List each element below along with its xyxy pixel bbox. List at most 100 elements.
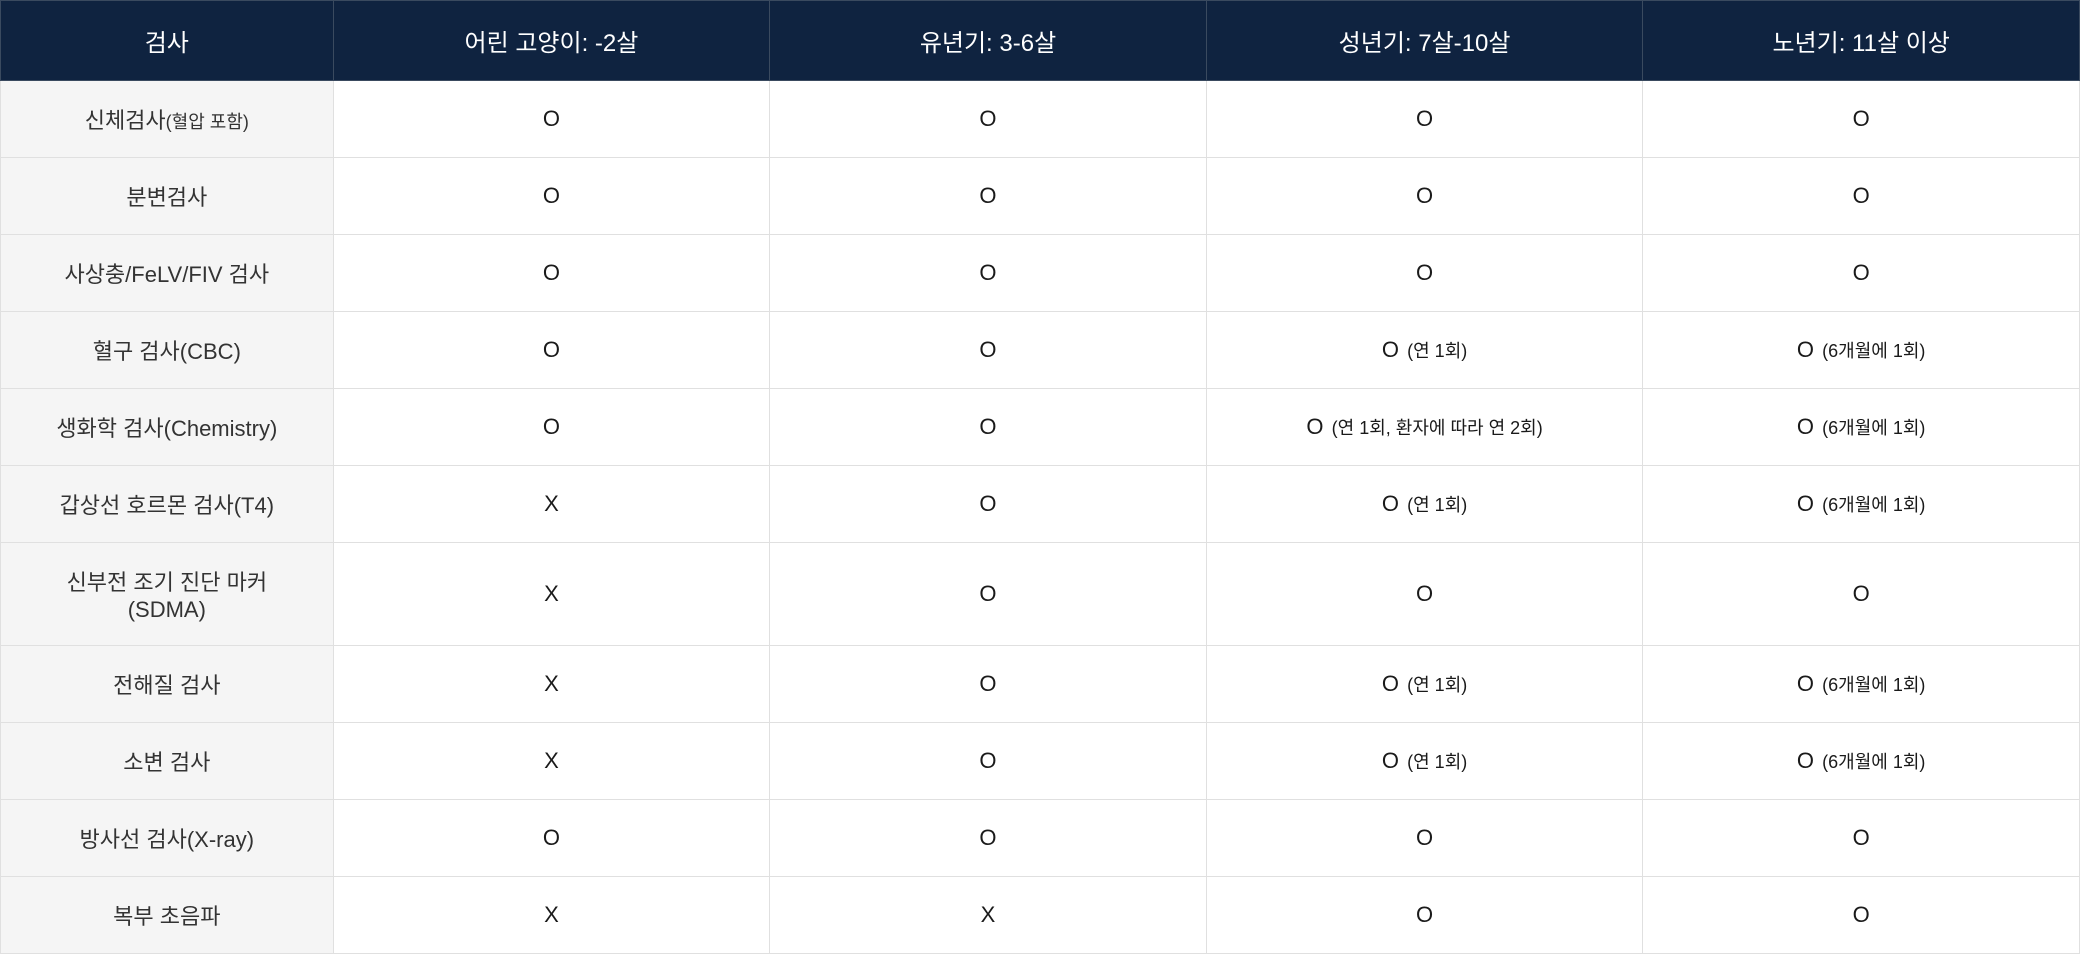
table-row: 사상충/FeLV/FIV 검사 O O O O bbox=[1, 235, 2080, 312]
table-cell: O bbox=[770, 389, 1207, 466]
table-cell: O bbox=[770, 543, 1207, 646]
cell-main: O bbox=[1853, 825, 1870, 850]
table-cell: O bbox=[770, 158, 1207, 235]
table-cell: O bbox=[333, 800, 770, 877]
table-cell: O bbox=[333, 312, 770, 389]
row-label: 생화학 검사(Chemistry) bbox=[1, 389, 334, 466]
cell-main: O bbox=[1382, 491, 1399, 516]
table-row: 생화학 검사(Chemistry)OOO (연 1회, 환자에 따라 연 2회)… bbox=[1, 389, 2080, 466]
cell-main: O bbox=[1306, 414, 1323, 439]
cell-main: O bbox=[543, 183, 560, 208]
row-label-main: 신부전 조기 진단 마커 bbox=[11, 565, 323, 597]
table-cell: O bbox=[1206, 235, 1643, 312]
row-label: 전해질 검사 bbox=[1, 646, 334, 723]
cell-main: O bbox=[1797, 337, 1814, 362]
table-cell: O bbox=[770, 312, 1207, 389]
cell-main: O bbox=[979, 825, 996, 850]
table-row: 신부전 조기 진단 마커(SDMA)XOOO bbox=[1, 543, 2080, 646]
table-row: 소변 검사XOO (연 1회)O (6개월에 1회) bbox=[1, 723, 2080, 800]
cell-sub: (6개월에 1회) bbox=[1822, 675, 1925, 695]
table-cell: O bbox=[770, 646, 1207, 723]
cell-main: O bbox=[1853, 106, 1870, 131]
cell-main: O bbox=[979, 748, 996, 773]
cell-main: O bbox=[1416, 183, 1433, 208]
col-header-junior: 유년기: 3-6살 bbox=[770, 1, 1207, 81]
row-label: 복부 초음파 bbox=[1, 877, 334, 954]
table-cell: O bbox=[770, 723, 1207, 800]
row-label: 신부전 조기 진단 마커(SDMA) bbox=[1, 543, 334, 646]
row-label: 분변검사 bbox=[1, 158, 334, 235]
row-label: 소변 검사 bbox=[1, 723, 334, 800]
table-cell: O bbox=[1206, 158, 1643, 235]
table-cell: O (6개월에 1회) bbox=[1643, 466, 2080, 543]
cell-main: O bbox=[543, 260, 560, 285]
cell-main: O bbox=[543, 337, 560, 362]
table-body: 신체검사(혈압 포함)OOOO분변검사OOOO사상충/FeLV/FIV 검사OO… bbox=[1, 81, 2080, 954]
cell-main: X bbox=[981, 902, 996, 927]
row-label-main: 혈구 검사(CBC) bbox=[93, 339, 241, 364]
table-cell: O bbox=[1643, 543, 2080, 646]
cell-main: O bbox=[1797, 491, 1814, 516]
row-label: 신체검사(혈압 포함) bbox=[1, 81, 334, 158]
cell-main: O bbox=[1382, 337, 1399, 362]
table-cell: X bbox=[333, 877, 770, 954]
row-label: 사상충/FeLV/FIV 검사 bbox=[1, 235, 334, 312]
cell-sub: (연 1회) bbox=[1407, 752, 1467, 772]
table-row: 신체검사(혈압 포함)OOOO bbox=[1, 81, 2080, 158]
cell-main: O bbox=[979, 581, 996, 606]
cell-main: O bbox=[1797, 671, 1814, 696]
cell-main: O bbox=[1853, 183, 1870, 208]
cell-sub: (6개월에 1회) bbox=[1822, 418, 1925, 438]
row-label-main: 복부 초음파 bbox=[113, 904, 220, 929]
table-cell: O (연 1회) bbox=[1206, 646, 1643, 723]
table-cell: O bbox=[1206, 800, 1643, 877]
table-cell: O (6개월에 1회) bbox=[1643, 312, 2080, 389]
cell-main: O bbox=[1382, 671, 1399, 696]
row-label-main: 신체검사 bbox=[85, 108, 166, 133]
table-cell: O (연 1회) bbox=[1206, 723, 1643, 800]
cell-main: O bbox=[1797, 414, 1814, 439]
cell-main: O bbox=[543, 414, 560, 439]
table-cell: O bbox=[333, 235, 770, 312]
row-label: 갑상선 호르몬 검사(T4) bbox=[1, 466, 334, 543]
cell-sub: (연 1회, 환자에 따라 연 2회) bbox=[1332, 418, 1543, 438]
table-row: 분변검사 O O O O bbox=[1, 158, 2080, 235]
cell-sub: (6개월에 1회) bbox=[1822, 752, 1925, 772]
cell-sub: (연 1회) bbox=[1407, 495, 1467, 515]
cell-sub: (6개월에 1회) bbox=[1822, 341, 1925, 361]
table-cell: O bbox=[1643, 81, 2080, 158]
cell-main: O bbox=[979, 491, 996, 516]
row-label-main: 방사선 검사(X-ray) bbox=[80, 827, 255, 852]
cell-main: O bbox=[543, 825, 560, 850]
table-cell: X bbox=[333, 723, 770, 800]
row-label-sub: (SDMA) bbox=[11, 597, 323, 623]
table-cell: O bbox=[1206, 81, 1643, 158]
cell-main: X bbox=[544, 671, 559, 696]
table-cell: O bbox=[1206, 877, 1643, 954]
cell-sub: (6개월에 1회) bbox=[1822, 495, 1925, 515]
table-row: 갑상선 호르몬 검사(T4)XOO (연 1회)O (6개월에 1회) bbox=[1, 466, 2080, 543]
table-cell: X bbox=[333, 543, 770, 646]
cell-main: O bbox=[1853, 260, 1870, 285]
table-row: 방사선 검사(X-ray) O O O O bbox=[1, 800, 2080, 877]
row-label-main: 분변검사 bbox=[126, 185, 207, 210]
table-cell: O (연 1회) bbox=[1206, 312, 1643, 389]
cell-main: O bbox=[543, 106, 560, 131]
cell-main: X bbox=[544, 902, 559, 927]
table-row: 전해질 검사XOO (연 1회)O (6개월에 1회) bbox=[1, 646, 2080, 723]
table-cell: O bbox=[1643, 877, 2080, 954]
table-cell: O bbox=[1643, 158, 2080, 235]
table-cell: O (연 1회, 환자에 따라 연 2회) bbox=[1206, 389, 1643, 466]
header-row: 검사 어린 고양이: -2살 유년기: 3-6살 성년기: 7살-10살 노년기… bbox=[1, 1, 2080, 81]
cell-main: O bbox=[979, 671, 996, 696]
row-label: 혈구 검사(CBC) bbox=[1, 312, 334, 389]
table-cell: O bbox=[1206, 543, 1643, 646]
cell-main: O bbox=[979, 260, 996, 285]
col-header-adult: 성년기: 7살-10살 bbox=[1206, 1, 1643, 81]
row-label-main: 생화학 검사(Chemistry) bbox=[56, 416, 277, 441]
cell-main: O bbox=[1416, 581, 1433, 606]
cell-main: O bbox=[1416, 825, 1433, 850]
table-cell: O bbox=[770, 235, 1207, 312]
cell-main: O bbox=[1853, 902, 1870, 927]
row-label-main: 소변 검사 bbox=[123, 750, 210, 775]
